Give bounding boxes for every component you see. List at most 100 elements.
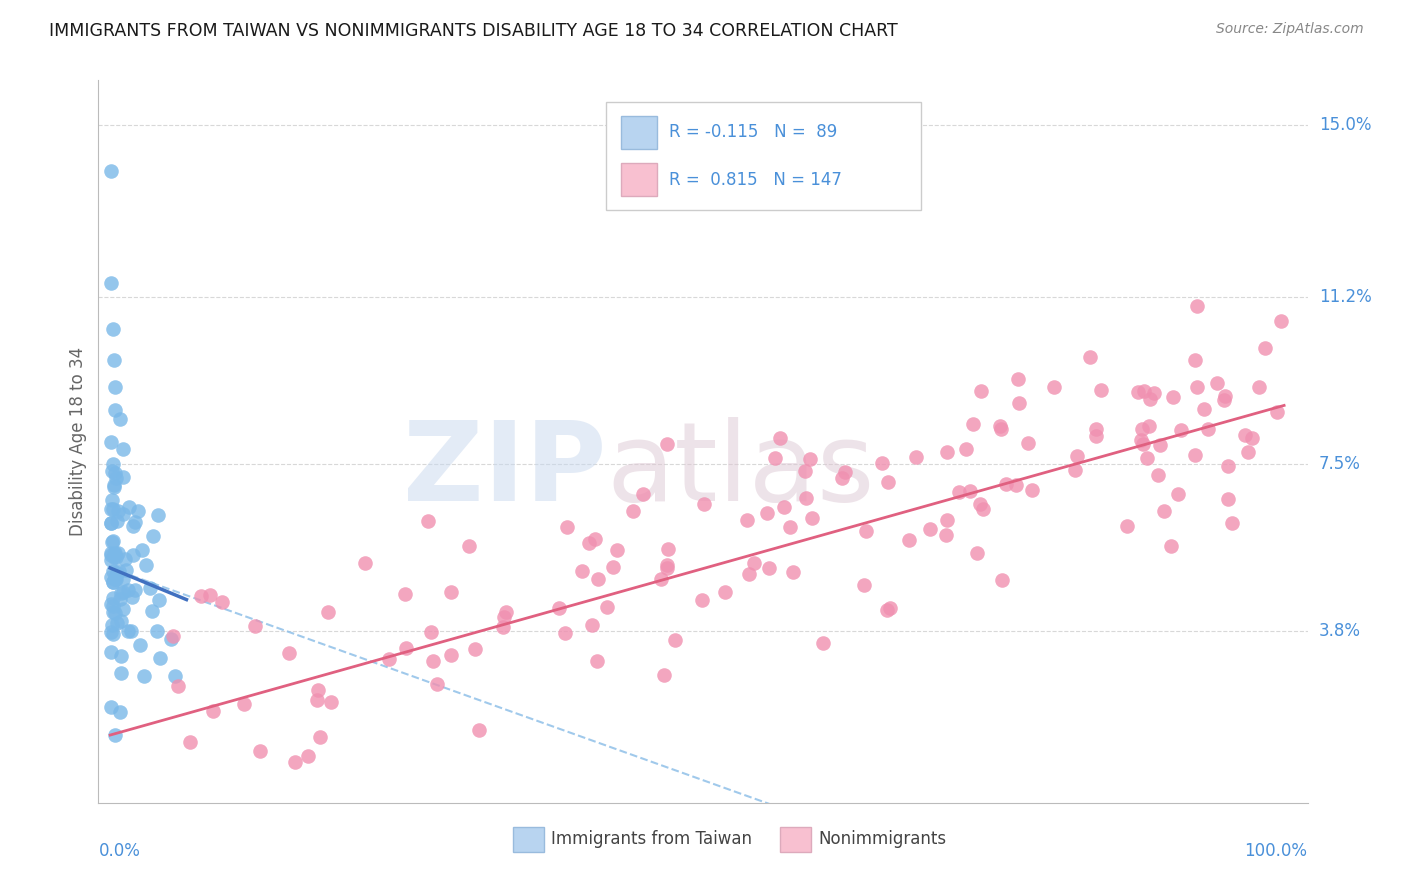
Point bbox=[492, 609, 515, 624]
Point bbox=[1017, 436, 1039, 450]
Point bbox=[801, 511, 824, 525]
Point bbox=[420, 624, 443, 639]
Point bbox=[100, 535, 122, 549]
Point bbox=[1184, 448, 1206, 462]
Point bbox=[1132, 436, 1154, 450]
Point bbox=[1090, 383, 1112, 397]
Point bbox=[105, 615, 128, 630]
Point bbox=[1220, 516, 1243, 530]
Point bbox=[100, 645, 122, 659]
Point bbox=[249, 744, 271, 758]
Text: 0.0%: 0.0% bbox=[98, 842, 141, 860]
Point bbox=[1185, 380, 1208, 394]
Point bbox=[1007, 371, 1029, 385]
Point bbox=[794, 465, 817, 479]
Point bbox=[100, 434, 122, 449]
Point bbox=[105, 566, 128, 580]
Point bbox=[633, 487, 655, 501]
Point bbox=[831, 471, 853, 485]
Point bbox=[581, 618, 603, 632]
Point bbox=[811, 636, 834, 650]
Point bbox=[117, 582, 139, 597]
Point bbox=[872, 456, 894, 470]
Point bbox=[110, 705, 132, 719]
Point bbox=[588, 572, 610, 586]
Point bbox=[114, 552, 136, 566]
Point bbox=[834, 465, 856, 479]
Point bbox=[905, 450, 928, 464]
Point bbox=[1270, 314, 1292, 328]
Text: 3.8%: 3.8% bbox=[1319, 623, 1361, 640]
Point bbox=[655, 437, 678, 451]
Point bbox=[100, 548, 122, 562]
Point bbox=[118, 500, 141, 515]
Point bbox=[768, 431, 790, 445]
Point bbox=[1126, 384, 1149, 399]
Point bbox=[104, 466, 127, 480]
Point bbox=[1078, 350, 1101, 364]
Point bbox=[1043, 380, 1066, 394]
Point bbox=[1213, 392, 1236, 407]
Point bbox=[1137, 418, 1160, 433]
Point bbox=[131, 542, 153, 557]
Point bbox=[148, 593, 170, 607]
Point bbox=[1185, 299, 1208, 313]
Point bbox=[101, 464, 124, 478]
Point bbox=[990, 573, 1012, 587]
Point bbox=[970, 384, 993, 398]
Point bbox=[606, 543, 628, 558]
Point bbox=[132, 669, 155, 683]
Point bbox=[1135, 450, 1157, 465]
Text: atlas: atlas bbox=[606, 417, 875, 524]
Point bbox=[955, 442, 977, 457]
Point bbox=[655, 558, 678, 572]
Text: IMMIGRANTS FROM TAIWAN VS NONIMMIGRANTS DISABILITY AGE 18 TO 34 CORRELATION CHAR: IMMIGRANTS FROM TAIWAN VS NONIMMIGRANTS … bbox=[49, 22, 898, 40]
Text: 100.0%: 100.0% bbox=[1244, 842, 1308, 860]
FancyBboxPatch shape bbox=[621, 116, 657, 149]
Point bbox=[316, 605, 339, 619]
Point bbox=[112, 573, 135, 587]
Point bbox=[1265, 405, 1288, 419]
Point bbox=[440, 648, 463, 662]
Point bbox=[309, 730, 332, 744]
Point bbox=[990, 422, 1012, 436]
Point bbox=[418, 515, 440, 529]
Point bbox=[104, 380, 127, 394]
Point bbox=[966, 546, 988, 560]
Point bbox=[602, 559, 624, 574]
Text: 7.5%: 7.5% bbox=[1319, 455, 1361, 473]
Point bbox=[104, 403, 127, 417]
Text: Source: ZipAtlas.com: Source: ZipAtlas.com bbox=[1216, 22, 1364, 37]
Point bbox=[772, 500, 794, 514]
Point bbox=[755, 506, 778, 520]
Point bbox=[690, 593, 713, 607]
Point bbox=[440, 585, 463, 599]
Point bbox=[571, 564, 593, 578]
Point bbox=[586, 654, 609, 668]
Point bbox=[1116, 519, 1139, 533]
Text: R = -0.115   N =  89: R = -0.115 N = 89 bbox=[669, 123, 838, 141]
Point bbox=[962, 417, 984, 431]
Point bbox=[1021, 483, 1043, 497]
Point bbox=[554, 625, 576, 640]
Point bbox=[1130, 422, 1153, 436]
Point bbox=[495, 605, 517, 619]
Point bbox=[879, 601, 901, 615]
Point bbox=[395, 640, 418, 655]
Point bbox=[758, 561, 780, 575]
Point bbox=[1197, 421, 1219, 435]
Point bbox=[1008, 396, 1031, 410]
Point bbox=[959, 483, 981, 498]
Point bbox=[142, 528, 165, 542]
Point bbox=[948, 485, 970, 500]
Point bbox=[103, 478, 125, 492]
Point bbox=[104, 545, 127, 559]
Point bbox=[852, 577, 875, 591]
Point bbox=[101, 574, 124, 589]
Point bbox=[122, 519, 145, 533]
Point bbox=[179, 735, 201, 749]
Point bbox=[378, 652, 401, 666]
Point bbox=[354, 556, 377, 570]
Point bbox=[763, 451, 786, 466]
Point bbox=[190, 589, 212, 603]
